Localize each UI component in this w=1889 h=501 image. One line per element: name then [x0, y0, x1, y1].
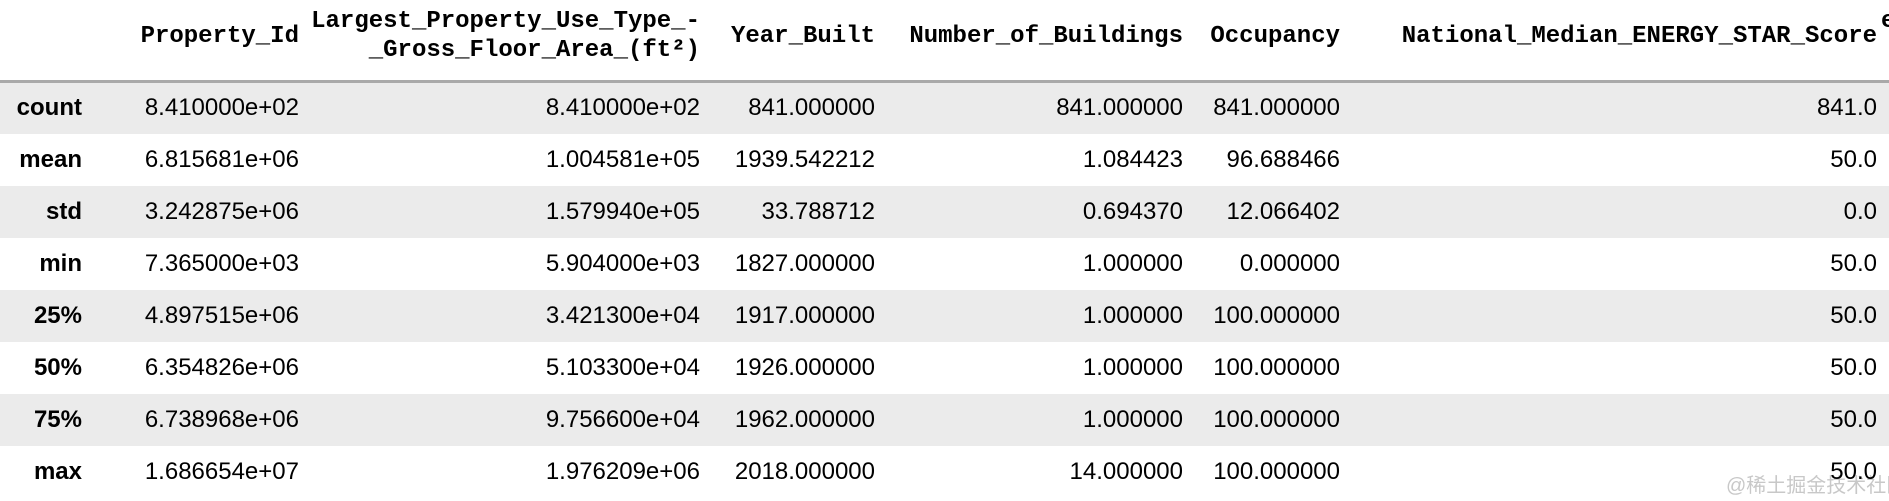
table-cell: 50.0 [1830, 457, 1877, 485]
row-label: max [33, 457, 82, 485]
table-cell: 841.000000 [748, 94, 875, 122]
table-cell: 1.976209e+06 [545, 457, 700, 485]
table-row-25pct: 25% 4.897515e+06 3.421300e+04 1917.00000… [0, 289, 1889, 342]
row-label: min [39, 249, 82, 277]
table-cell: 12.066402 [1226, 197, 1340, 225]
table-cell: 1.686654e+07 [144, 457, 299, 485]
table-header: Property_Id Largest_Property_Use_Type_- … [0, 0, 1889, 82]
table-cell: 4.897515e+06 [144, 301, 299, 329]
table-cell: 841.0 [1816, 94, 1877, 122]
table-cell: 3.421300e+04 [545, 301, 700, 329]
table-cell: 3.242875e+06 [144, 197, 299, 225]
table-row-max: max 1.686654e+07 1.976209e+06 2018.00000… [0, 446, 1889, 498]
table-cell: 1.579940e+05 [545, 197, 700, 225]
column-header-property-id: Property_Id [140, 22, 299, 50]
table-cell: 841.000000 [1213, 94, 1340, 122]
column-header-occupancy: Occupancy [1210, 22, 1340, 50]
watermark: @稀土掘金技术社区 [1726, 475, 1889, 497]
table-cell: 96.688466 [1226, 145, 1340, 173]
table-cell: 5.103300e+04 [545, 353, 700, 381]
row-label: count [16, 94, 82, 122]
table-cell: 0.694370 [1082, 197, 1183, 225]
table-cell: 6.738968e+06 [144, 405, 299, 433]
row-label: 50% [33, 353, 82, 381]
table-cell: 50.0 [1830, 145, 1877, 173]
table-cell: 50.0 [1830, 301, 1877, 329]
table-row-std: std 3.242875e+06 1.579940e+05 33.788712 … [0, 185, 1889, 238]
table-row-min: min 7.365000e+03 5.904000e+03 1827.00000… [0, 238, 1889, 290]
table-cell: 1.000000 [1082, 301, 1183, 329]
column-header-gross-floor-area: Largest_Property_Use_Type_- _Gross_Floor… [311, 8, 700, 64]
row-label: std [46, 197, 82, 225]
table-cell: 7.365000e+03 [144, 249, 299, 277]
clipped-next-column-header: e [1881, 8, 1889, 35]
row-label: mean [19, 145, 82, 173]
table-cell: 100.000000 [1213, 457, 1340, 485]
header-row: Property_Id Largest_Property_Use_Type_- … [0, 0, 1889, 82]
table-cell: 1.000000 [1082, 249, 1183, 277]
table-cell: 50.0 [1830, 249, 1877, 277]
table-cell: 1939.542212 [734, 145, 875, 173]
table-row-mean: mean 6.815681e+06 1.004581e+05 1939.5422… [0, 134, 1889, 186]
table-cell: 1962.000000 [734, 405, 875, 433]
table-cell: 6.354826e+06 [144, 353, 299, 381]
table-cell: 50.0 [1830, 405, 1877, 433]
table-cell: 9.756600e+04 [545, 405, 700, 433]
table-cell: 1.000000 [1082, 353, 1183, 381]
table-cell: 8.410000e+02 [545, 94, 700, 122]
table-cell: 1.084423 [1082, 145, 1183, 173]
table-cell: 5.904000e+03 [545, 249, 700, 277]
table-cell: 50.0 [1830, 353, 1877, 381]
table-cell: 841.000000 [1056, 94, 1183, 122]
table-cell: 0.0 [1843, 197, 1877, 225]
index-column-header [0, 0, 94, 82]
column-header-number-of-buildings: Number_of_Buildings [909, 22, 1183, 50]
table-cell: 1827.000000 [734, 249, 875, 277]
table-cell: 33.788712 [761, 197, 875, 225]
column-header-year-built: Year_Built [730, 22, 875, 50]
table-cell: 1917.000000 [734, 301, 875, 329]
table-row-75pct: 75% 6.738968e+06 9.756600e+04 1962.00000… [0, 393, 1889, 446]
table-cell: 100.000000 [1213, 301, 1340, 329]
table-row-count: count 8.410000e+02 8.410000e+02 841.0000… [0, 81, 1889, 134]
table-cell: 100.000000 [1213, 353, 1340, 381]
table-body: count 8.410000e+02 8.410000e+02 841.0000… [0, 81, 1889, 498]
table-cell: 0.000000 [1239, 249, 1340, 277]
table-cell: 1926.000000 [734, 353, 875, 381]
table-cell: 100.000000 [1213, 405, 1340, 433]
table-cell: 1.004581e+05 [545, 145, 700, 173]
table-cell: 14.000000 [1069, 457, 1183, 485]
table-cell: 8.410000e+02 [144, 94, 299, 122]
table-row-50pct: 50% 6.354826e+06 5.103300e+04 1926.00000… [0, 342, 1889, 394]
column-header-energy-star-score: National_Median_ENERGY_STAR_Score [1401, 22, 1877, 50]
row-label: 25% [33, 301, 82, 329]
table-cell: 2018.000000 [734, 457, 875, 485]
table-cell: 1.000000 [1082, 405, 1183, 433]
row-label: 75% [33, 405, 82, 433]
table-cell: 6.815681e+06 [144, 145, 299, 173]
